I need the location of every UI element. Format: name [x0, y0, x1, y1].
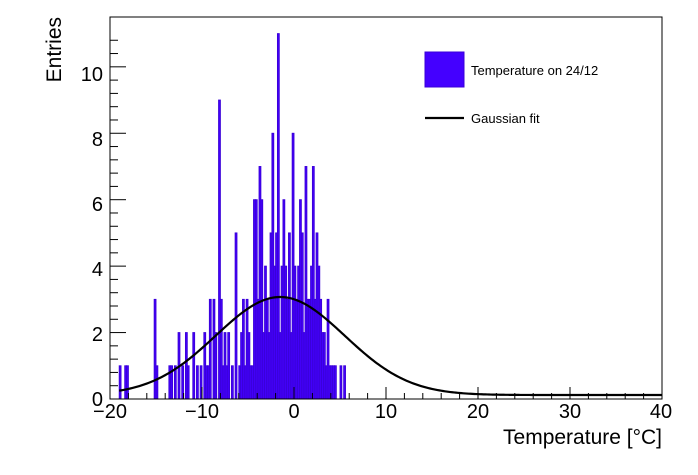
- x-tick-label: 40: [650, 401, 672, 423]
- x-tick-label: 10: [375, 401, 397, 423]
- histogram-bar: [118, 365, 122, 400]
- x-tick-label: 0: [288, 401, 299, 423]
- legend-histogram-label: Temperature on 24/12: [471, 63, 598, 78]
- y-tick-label: 2: [92, 324, 103, 346]
- axis-ticks: [109, 39, 663, 400]
- legend-histogram-swatch: [424, 51, 465, 88]
- histogram-bar: [343, 365, 346, 400]
- y-tick-label: 6: [92, 194, 103, 216]
- x-tick-label: 20: [467, 401, 489, 423]
- histogram-bar: [192, 332, 196, 400]
- y-tick-label: 8: [92, 129, 103, 151]
- y-axis-title: Entries: [43, 17, 66, 82]
- y-tick-label: 10: [81, 64, 103, 86]
- histogram-bar: [196, 365, 199, 400]
- histogram-bar: [214, 332, 218, 400]
- histogram-bar: [334, 365, 337, 400]
- legend-fit-label: Gaussian fit: [471, 111, 540, 126]
- histogram-bar: [208, 298, 212, 400]
- legend: Temperature on 24/12 Gaussian fit: [424, 51, 598, 126]
- histogram-bar: [186, 365, 190, 400]
- x-tick-label: −20: [93, 401, 127, 423]
- x-tick-label: −10: [185, 401, 219, 423]
- x-tick-labels: −20 −10 0 10 20 30 40: [93, 401, 672, 423]
- y-tick-label: 4: [92, 259, 103, 281]
- gaussian-fit-curve: [119, 295, 662, 397]
- histogram-bar: [155, 365, 159, 400]
- x-tick-label: 30: [559, 401, 581, 423]
- histogram-bar: [230, 365, 234, 400]
- y-tick-label: 0: [92, 389, 103, 411]
- histogram-bar: [339, 365, 343, 400]
- x-axis-title: Temperature [°C]: [503, 426, 662, 449]
- histogram-bar: [173, 365, 177, 400]
- histogram-bar: [227, 332, 231, 400]
- y-tick-labels: 0 2 4 6 8 10: [81, 64, 103, 411]
